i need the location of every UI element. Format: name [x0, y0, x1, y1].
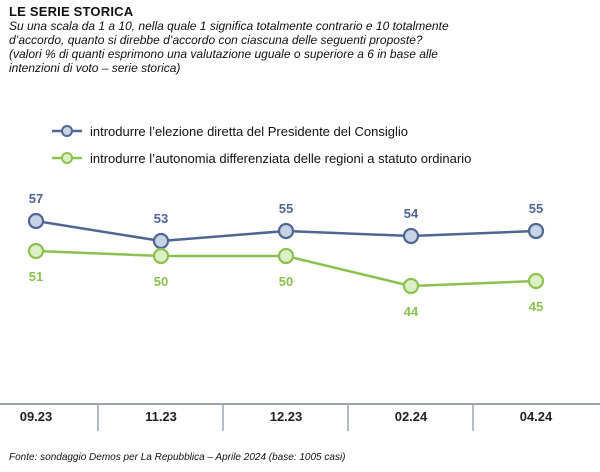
data-point: [152, 247, 170, 265]
data-label: 44: [404, 304, 419, 319]
data-label: 50: [154, 274, 168, 289]
legend-marker: [61, 152, 73, 164]
x-tick-label: 12.23: [270, 409, 303, 424]
subtitle-line: (valori % di quanti esprimono una valuta…: [9, 47, 438, 61]
data-label: 50: [279, 274, 293, 289]
legend-marker: [61, 125, 73, 137]
subtitle-line: intenzioni di voto – serie storica): [9, 61, 181, 75]
data-label: 53: [154, 211, 168, 226]
data-label: 51: [29, 269, 43, 284]
source-note: Fonte: sondaggio Demos per La Repubblica…: [9, 452, 346, 463]
data-point: [527, 272, 545, 290]
data-label: 57: [29, 191, 43, 206]
data-point: [527, 222, 545, 240]
data-point: [152, 232, 170, 250]
data-point: [277, 222, 295, 240]
data-point: [27, 242, 45, 260]
data-label: 45: [529, 299, 543, 314]
data-label: 55: [279, 201, 293, 216]
line-chart: introdurre l’elezione diretta del Presid…: [0, 124, 600, 431]
x-tick-label: 02.24: [395, 409, 428, 424]
x-tick-label: 11.23: [145, 409, 177, 424]
chart-subtitle: Su una scala da 1 a 10, nella quale 1 si…: [9, 19, 584, 75]
data-point: [27, 212, 45, 230]
page-title: LE SERIE STORICA: [9, 4, 134, 19]
data-label: 54: [404, 206, 419, 221]
x-tick-label: 09.23: [20, 409, 53, 424]
legend-label: introdurre l’elezione diretta del Presid…: [90, 124, 408, 139]
data-point: [277, 247, 295, 265]
subtitle-line: Su una scala da 1 a 10, nella quale 1 si…: [9, 19, 449, 33]
data-label: 55: [529, 201, 543, 216]
subtitle-line: d’accordo, quanto si direbbe d’accordo c…: [9, 33, 423, 47]
legend-label: introdurre l’autonomia differenziata del…: [90, 151, 471, 166]
data-point: [402, 277, 420, 295]
x-tick-label: 04.24: [520, 409, 553, 424]
data-point: [402, 227, 420, 245]
